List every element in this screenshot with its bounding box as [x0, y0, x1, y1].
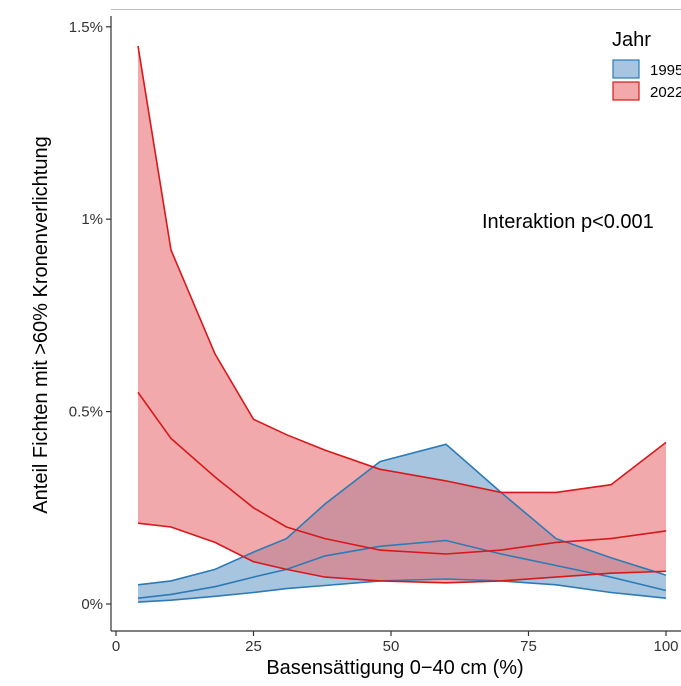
- ribbon-2022: [138, 46, 666, 583]
- legend-label-2022: 2022: [650, 84, 681, 101]
- x-tick-label: 75: [520, 638, 537, 655]
- x-tick-label: 100: [653, 638, 678, 655]
- y-tick-label: 1.5%: [69, 19, 103, 36]
- y-axis-title: Anteil Fichten mit >60% Kronenverlichtun…: [30, 136, 52, 513]
- legend-label-1995: 1995: [650, 62, 681, 79]
- legend-title: Jahr: [612, 29, 651, 51]
- series-layer: [137, 45, 667, 603]
- line-lower-1995: [137, 578, 667, 603]
- x-tick-label: 0: [112, 638, 120, 655]
- line-upper-2022: [137, 45, 667, 494]
- line-fit-1995: [137, 539, 667, 599]
- y-axis-ticks: 0% 0.5% 1% 1.5%: [69, 19, 111, 613]
- line-lower-2022: [137, 522, 667, 584]
- x-axis-title: Basensättigung 0−40 cm (%): [266, 657, 523, 679]
- y-tick-label: 0%: [81, 596, 103, 613]
- interaction-annotation: Interaktion p<0.001: [482, 211, 654, 233]
- panel-top-border: [111, 9, 681, 10]
- legend-swatch-1995: [612, 59, 640, 79]
- legend: Jahr 1995 2022: [612, 29, 681, 101]
- y-tick-label: 0.5%: [69, 404, 103, 421]
- line-fit-2022: [137, 391, 667, 555]
- legend-swatch-2022: [612, 81, 640, 101]
- x-tick-label: 50: [383, 638, 400, 655]
- y-tick-label: 1%: [81, 211, 103, 228]
- x-tick-label: 25: [245, 638, 262, 655]
- x-axis-ticks: 0 25 50 75 100: [112, 631, 679, 655]
